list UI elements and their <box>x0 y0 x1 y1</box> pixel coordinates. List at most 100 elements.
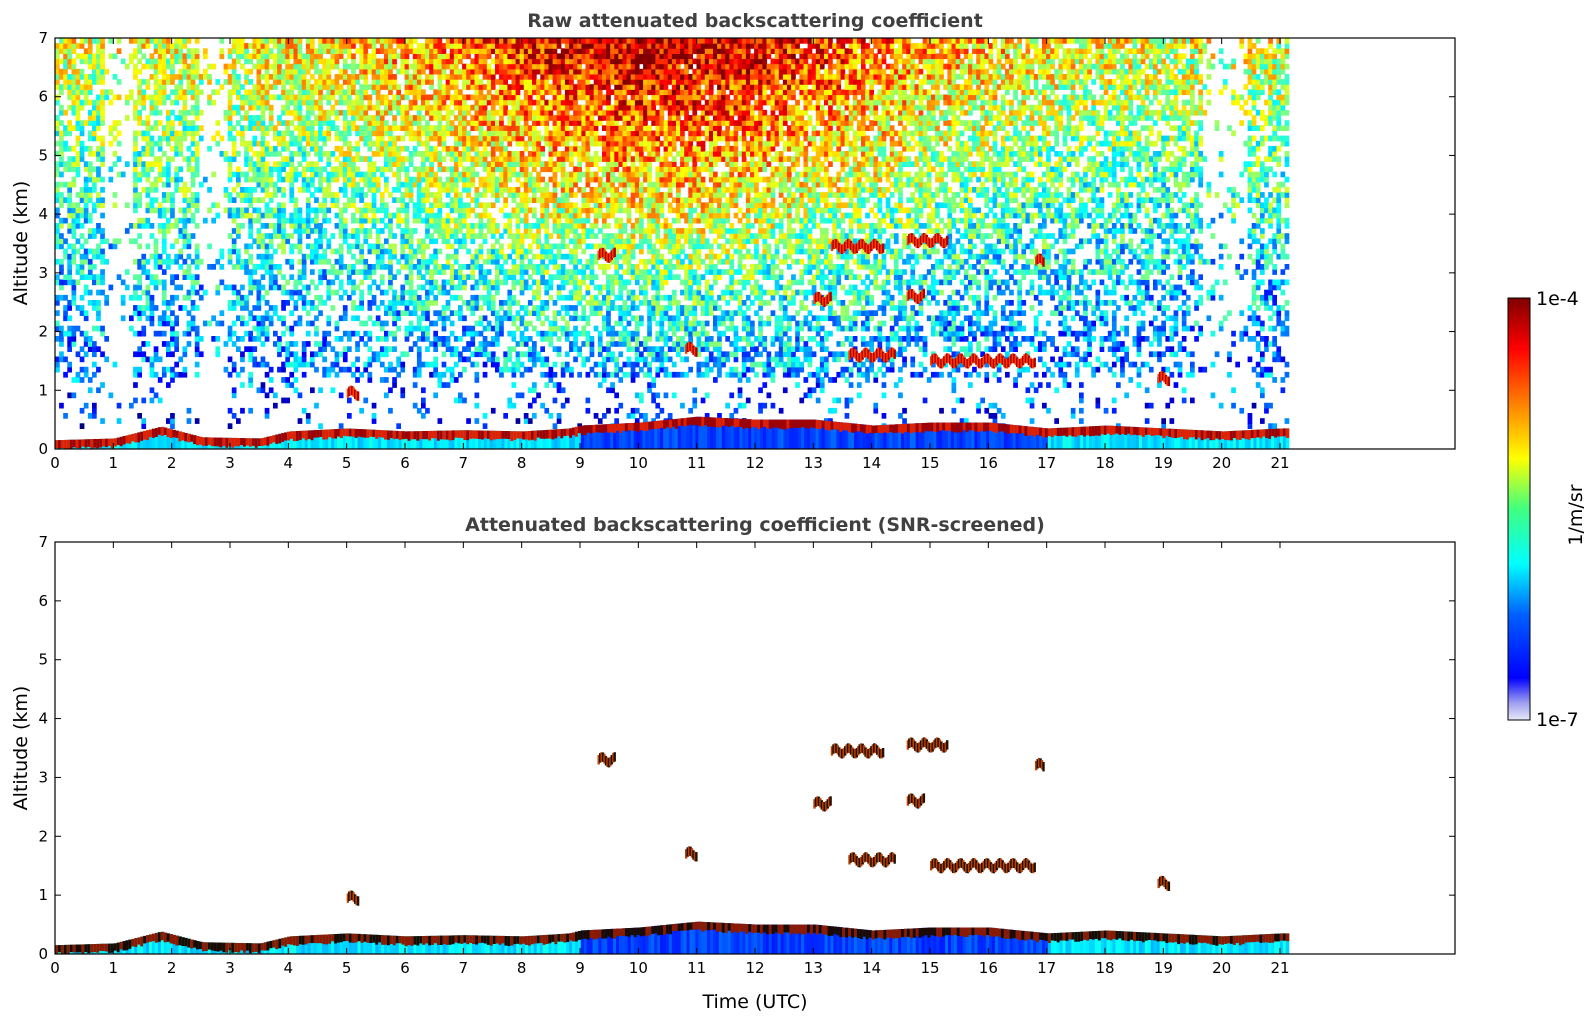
noise-cell <box>100 161 105 167</box>
noise-cell <box>466 63 471 70</box>
noise-cell <box>161 212 167 219</box>
noise-cell <box>342 310 348 316</box>
noise-cell <box>297 320 303 327</box>
noise-cell <box>301 269 307 275</box>
noise-cell <box>474 223 480 229</box>
noise-cell <box>437 233 443 239</box>
noise-cell <box>507 166 513 173</box>
noise-cell <box>100 63 105 70</box>
noise-cell <box>79 253 85 260</box>
noise-cell <box>458 89 463 96</box>
noise-cell <box>268 120 274 126</box>
noise-cell <box>83 238 89 245</box>
noise-cell <box>186 289 192 296</box>
noise-cell <box>182 187 188 193</box>
noise-cell <box>503 109 508 116</box>
noise-cell <box>227 63 233 70</box>
noise-cell <box>478 294 484 301</box>
noise-cell <box>412 202 418 209</box>
noise-cell <box>301 115 307 121</box>
noise-cell <box>153 238 159 245</box>
noise-cell <box>388 258 393 265</box>
noise-cell <box>79 212 85 219</box>
noise-cell <box>507 176 513 183</box>
noise-cell <box>379 320 385 327</box>
noise-cell <box>166 161 171 167</box>
noise-cell <box>141 330 147 337</box>
noise-cell <box>71 74 77 80</box>
noise-cell <box>198 135 204 142</box>
noise-cell <box>363 135 369 142</box>
noise-cell <box>178 79 184 85</box>
noise-cell <box>55 279 60 286</box>
noise-cell <box>170 109 175 116</box>
noise-cell <box>137 284 142 291</box>
noise-cell <box>445 366 451 373</box>
noise-cell <box>515 361 521 368</box>
noise-cell <box>305 151 311 157</box>
noise-cell <box>441 217 447 224</box>
noise-cell <box>129 89 134 96</box>
noise-cell <box>244 140 249 147</box>
noise-cell <box>203 176 208 183</box>
noise-cell <box>445 228 451 234</box>
noise-cell <box>384 74 389 80</box>
noise-cell <box>334 171 340 178</box>
noise-cell <box>400 58 406 65</box>
noise-cell <box>116 171 122 178</box>
noise-cell <box>248 58 253 65</box>
noise-cell <box>310 258 315 265</box>
noise-cell <box>392 104 397 111</box>
noise-cell <box>486 223 492 229</box>
noise-cell <box>310 48 315 54</box>
noise-cell <box>359 48 364 54</box>
noise-cell <box>190 274 196 280</box>
noise-cell <box>87 38 93 44</box>
noise-cell <box>540 115 545 121</box>
noise-cell <box>256 212 262 219</box>
noise-cell <box>285 89 290 96</box>
noise-cell <box>523 366 529 373</box>
noise-cell <box>108 176 114 183</box>
noise-cell <box>96 58 101 65</box>
noise-cell <box>462 187 467 193</box>
noise-cell <box>227 99 233 106</box>
noise-cell <box>87 145 93 152</box>
noise-cell <box>363 228 369 234</box>
noise-cell <box>433 228 438 234</box>
noise-cell <box>178 38 184 44</box>
noise-cell <box>400 104 406 111</box>
noise-cell <box>523 145 529 152</box>
noise-cell <box>277 53 282 60</box>
noise-cell <box>437 264 443 270</box>
noise-cell <box>170 63 175 70</box>
noise-cell <box>412 248 418 255</box>
noise-cell <box>330 197 336 203</box>
noise-cell <box>453 74 459 80</box>
noise-cell <box>161 284 167 291</box>
noise-cell <box>462 84 467 90</box>
noise-cell <box>256 63 262 70</box>
noise-cell <box>392 145 397 152</box>
noise-cell <box>482 212 488 219</box>
noise-cell <box>495 58 500 65</box>
noise-cell <box>429 125 434 131</box>
noise-cell <box>244 330 249 337</box>
noise-cell <box>273 135 278 142</box>
noise-cell <box>478 305 484 311</box>
noise-cell <box>425 212 430 219</box>
noise-cell <box>141 89 147 96</box>
noise-cell <box>470 135 476 142</box>
noise-cell <box>515 341 521 347</box>
noise-cell <box>137 171 142 178</box>
noise-cell <box>470 305 476 311</box>
noise-cell <box>507 58 513 65</box>
noise-cell <box>425 74 430 80</box>
noise-cell <box>408 325 414 332</box>
noise-cell <box>318 181 323 188</box>
noise-cell <box>523 325 529 332</box>
noise-cell <box>556 248 562 255</box>
noise-cell <box>301 181 307 188</box>
noise-cell <box>441 336 447 342</box>
noise-cell <box>388 305 393 311</box>
